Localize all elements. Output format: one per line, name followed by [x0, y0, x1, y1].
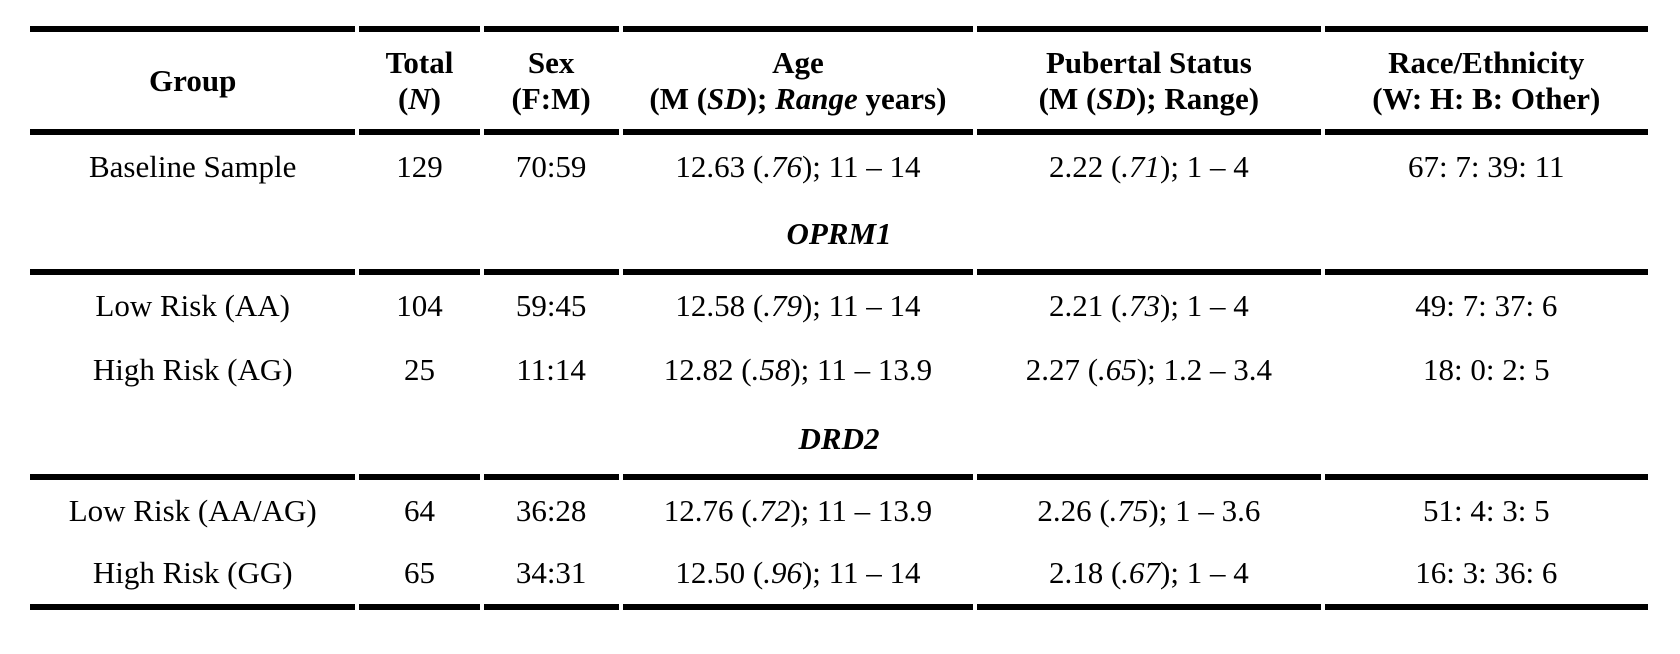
section-label-drd2: DRD2 — [798, 420, 880, 456]
cell-group: High Risk (GG) — [30, 542, 356, 610]
cell-sex: 59:45 — [483, 269, 619, 336]
col-header-total-n: Total (N) — [359, 26, 480, 135]
header-age-line1: Age — [772, 44, 824, 80]
header-total-line2: (N) — [397, 80, 441, 116]
header-age-line2: (M (SD); Range years) — [649, 80, 947, 116]
cell-pubertal-status: 2.18 (.67); 1 – 4 — [977, 542, 1321, 610]
col-header-race-ethnicity: Race/Ethnicity (W: H: B: Other) — [1324, 26, 1648, 135]
col-header-pubertal-status: Pubertal Status (M (SD); Range) — [977, 26, 1321, 135]
section-row-drd2: DRD2 — [30, 403, 1648, 474]
cell-age: 12.76 (.72); 11 – 13.9 — [622, 474, 974, 542]
cell-total-n: 64 — [359, 474, 480, 542]
cell-race-ethnicity: 16: 3: 36: 6 — [1324, 542, 1648, 610]
cell-age: 12.82 (.58); 11 – 13.9 — [663, 351, 933, 387]
row-high-risk-gg: High Risk (GG) 65 34:31 12.50 (.96); 11 … — [30, 542, 1648, 610]
header-sex-line2: (F:M) — [511, 80, 591, 116]
cell-group: High Risk (AG) — [92, 351, 293, 387]
cell-sex: 36:28 — [483, 474, 619, 542]
row-low-risk-aa: Low Risk (AA) 104 59:45 12.58 (.79); 11 … — [30, 269, 1648, 336]
cell-pubertal-status: 2.22 (.71); 1 – 4 — [1048, 148, 1249, 184]
cell-group: Low Risk (AA) — [30, 269, 356, 336]
col-header-sex: Sex (F:M) — [483, 26, 619, 135]
cell-total-n: 104 — [359, 269, 480, 336]
row-high-risk-ag: High Risk (AG) 25 11:14 12.82 (.58); 11 … — [30, 336, 1648, 403]
cell-group: Low Risk (AA/AG) — [30, 474, 356, 542]
col-header-group: Group — [30, 26, 356, 135]
cell-race-ethnicity: 49: 7: 37: 6 — [1324, 269, 1648, 336]
header-pubertal-line2: (M (SD); Range) — [1038, 80, 1260, 116]
section-row-oprm1: OPRM1 — [30, 198, 1648, 269]
col-header-age: Age (M (SD); Range years) — [622, 26, 974, 135]
cell-total-n: 129 — [396, 148, 443, 184]
cell-pubertal-status: 2.26 (.75); 1 – 3.6 — [977, 474, 1321, 542]
demographics-table: Group Total (N) Sex (F:M) Age (M (SD); R… — [26, 26, 1652, 610]
cell-total-n: 65 — [359, 542, 480, 610]
header-sex-line1: Sex — [527, 44, 575, 80]
cell-sex: 70:59 — [515, 148, 587, 184]
header-pubertal-line1: Pubertal Status — [1045, 44, 1252, 80]
header-group-label: Group — [149, 62, 237, 98]
cell-age: 12.50 (.96); 11 – 14 — [622, 542, 974, 610]
row-baseline-sample: Baseline Sample 129 70:59 12.63 (.76); 1… — [30, 135, 1648, 198]
cell-total-n: 25 — [403, 351, 435, 387]
row-low-risk-aa-ag: Low Risk (AA/AG) 64 36:28 12.76 (.72); 1… — [30, 474, 1648, 542]
section-label-oprm1: OPRM1 — [786, 215, 892, 251]
header-race-line1: Race/Ethnicity — [1388, 44, 1585, 80]
cell-pubertal-status: 2.21 (.73); 1 – 4 — [977, 269, 1321, 336]
header-race-line2: (W: H: B: Other) — [1372, 80, 1601, 116]
cell-race-ethnicity: 51: 4: 3: 5 — [1324, 474, 1648, 542]
cell-pubertal-status: 2.27 (.65); 1.2 – 3.4 — [1025, 351, 1272, 387]
cell-race-ethnicity: 67: 7: 39: 11 — [1408, 148, 1565, 184]
cell-age: 12.63 (.76); 11 – 14 — [675, 148, 921, 184]
header-row: Group Total (N) Sex (F:M) Age (M (SD); R… — [30, 26, 1648, 135]
header-total-line1: Total — [385, 44, 454, 80]
cell-sex: 34:31 — [483, 542, 619, 610]
cell-age: 12.58 (.79); 11 – 14 — [622, 269, 974, 336]
cell-race-ethnicity: 18: 0: 2: 5 — [1422, 351, 1550, 387]
cell-sex: 11:14 — [516, 351, 586, 387]
cell-group: Baseline Sample — [88, 148, 297, 184]
